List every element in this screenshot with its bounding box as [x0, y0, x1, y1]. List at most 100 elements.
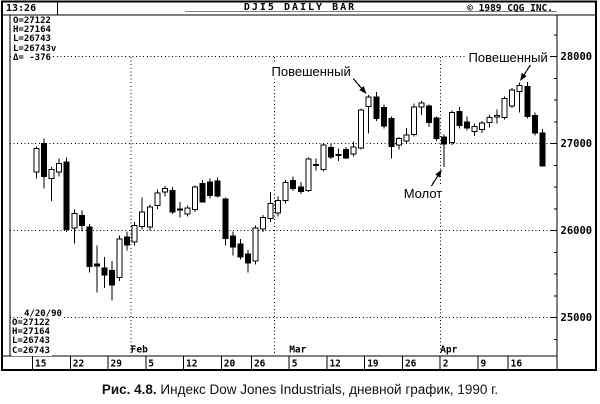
candle-body-3/12 — [327, 146, 334, 158]
session-close: C=26743 — [12, 345, 52, 357]
quote-last: L=26743v — [13, 43, 59, 55]
quote-block-current: O=27122 H=27164 L=26743 L=26743v Δ= -376 — [13, 15, 59, 64]
quote-open: O=27122 — [13, 15, 53, 26]
chart-title: DJI5 DAILY BAR — [243, 2, 357, 13]
candle-body-2/23 — [244, 253, 251, 264]
candle-body-3/13 — [335, 153, 342, 157]
candle-body-3/16 — [358, 109, 365, 149]
candle-body-2/9 — [176, 208, 183, 211]
candle-body-1/25 — [93, 263, 100, 267]
candle-body-1/18 — [56, 163, 63, 173]
candle-body-1/19 — [63, 161, 70, 231]
candle-body-1/29 — [109, 270, 115, 286]
quote-block-session: O=27122 H=27164 L=26743 C=26743 — [12, 317, 52, 357]
candle-body-2/7 — [161, 188, 168, 193]
candle-body-2/14 — [199, 183, 206, 203]
x-axis-label: 12 — [186, 359, 197, 370]
figure-caption-text: Индекс Dow Jones Industrials, дневной гр… — [156, 382, 499, 397]
month-label: Apr — [440, 345, 457, 356]
candle-body-1/30 — [116, 238, 123, 278]
candle-body-1/31 — [124, 236, 131, 246]
candle-body-3/20 — [373, 96, 380, 119]
session-open: O=27122 — [12, 317, 52, 328]
candle-body-1/15 — [33, 148, 40, 173]
cursor-date: 4/20/90 — [22, 308, 64, 319]
screen-frame — [1, 0, 597, 371]
candle-body-4/9 — [478, 122, 485, 131]
figure-number: Рис. 4.8. — [101, 382, 157, 397]
month-label: Feb — [131, 345, 148, 356]
copyright-notice: © 1989 CQG INC. — [467, 3, 553, 14]
month-label: Mar — [289, 345, 306, 356]
candle-body-4/2 — [441, 136, 448, 145]
candle-body-3/6 — [297, 186, 304, 192]
candle-body-2/16 — [214, 180, 221, 197]
x-axis-label: 20 — [224, 359, 236, 370]
candle-body-3/7 — [305, 158, 312, 191]
annotation-hanging-man-1: Повешенный — [269, 63, 353, 79]
candle-body-3/28 — [418, 102, 425, 108]
x-axis-label: 19 — [367, 359, 379, 370]
x-axis-label: 15 — [35, 359, 47, 370]
candle-body-1/22 — [71, 213, 78, 229]
figure-caption: Рис. 4.8. Индекс Dow Jones Industrials, … — [0, 382, 600, 397]
candle-body-2/8 — [169, 189, 176, 213]
candle-body-3/5 — [290, 179, 297, 190]
candle-body-4/11 — [494, 115, 501, 118]
x-axis-label: 5 — [292, 359, 298, 370]
x-axis-label: 22 — [73, 359, 84, 370]
clock-display: 13:26 — [6, 3, 37, 14]
candle-body-1/26 — [101, 267, 108, 276]
candle-body-3/19 — [365, 96, 372, 108]
candle-body-3/26 — [403, 134, 410, 142]
candle-body-2/22 — [237, 243, 244, 258]
candle-body-4/16 — [509, 89, 516, 107]
y-axis-label: 25000 — [561, 312, 593, 324]
candle-body-4/3 — [448, 112, 455, 144]
annotation-hanging-man-2: Повешенный — [466, 50, 550, 65]
candle-body-1/23 — [78, 214, 85, 226]
y-axis-label: 27000 — [561, 138, 593, 150]
candle-body-3/2 — [282, 182, 289, 201]
candle-body-4/20 — [539, 132, 546, 167]
candle-body-4/4 — [456, 110, 463, 127]
x-axis-label: 26 — [254, 359, 266, 370]
x-axis-label: 5 — [148, 359, 154, 370]
candle-body-2/2 — [139, 211, 146, 228]
x-axis-label: 16 — [511, 359, 523, 370]
candle-body-3/9 — [320, 144, 327, 171]
candle-body-3/27 — [411, 106, 417, 135]
candle-body-3/22 — [388, 118, 395, 148]
session-low: L=26743 — [12, 336, 52, 347]
quote-change: Δ= -376 — [13, 53, 53, 64]
session-high: H=27164 — [12, 326, 52, 338]
annotation-arrow — [520, 64, 532, 82]
candle-body-4/6 — [471, 126, 478, 132]
candle-body-2/12 — [184, 207, 191, 215]
candle-body-4/5 — [463, 121, 470, 129]
annotation-arrow — [352, 78, 367, 94]
candle-body-2/6 — [154, 192, 161, 206]
candle-body-2/21 — [229, 235, 236, 248]
candle-body-2/13 — [192, 186, 199, 211]
x-axis-label: 2 — [443, 359, 449, 370]
candle-body-2/1 — [131, 224, 138, 243]
candle-body-3/1 — [275, 199, 282, 214]
candle-body-2/28 — [267, 203, 274, 219]
candle-body-3/29 — [426, 105, 433, 124]
candle-body-3/14 — [343, 149, 350, 159]
quote-low: L=26743 — [13, 34, 53, 45]
candle-body-4/17 — [516, 85, 523, 93]
y-axis-label: 28000 — [561, 51, 593, 63]
candle-body-4/10 — [486, 116, 493, 124]
candle-body-1/24 — [86, 226, 93, 268]
candle-body-3/23 — [395, 138, 402, 146]
candle-body-4/12 — [501, 98, 508, 118]
x-axis-label: 12 — [329, 359, 340, 370]
candle-body-2/15 — [207, 181, 214, 197]
annotation-hammer: Молот — [401, 185, 445, 201]
x-axis-label: 29 — [111, 359, 123, 370]
candle-body-3/21 — [380, 106, 387, 127]
x-axis-label: 26 — [405, 359, 417, 370]
